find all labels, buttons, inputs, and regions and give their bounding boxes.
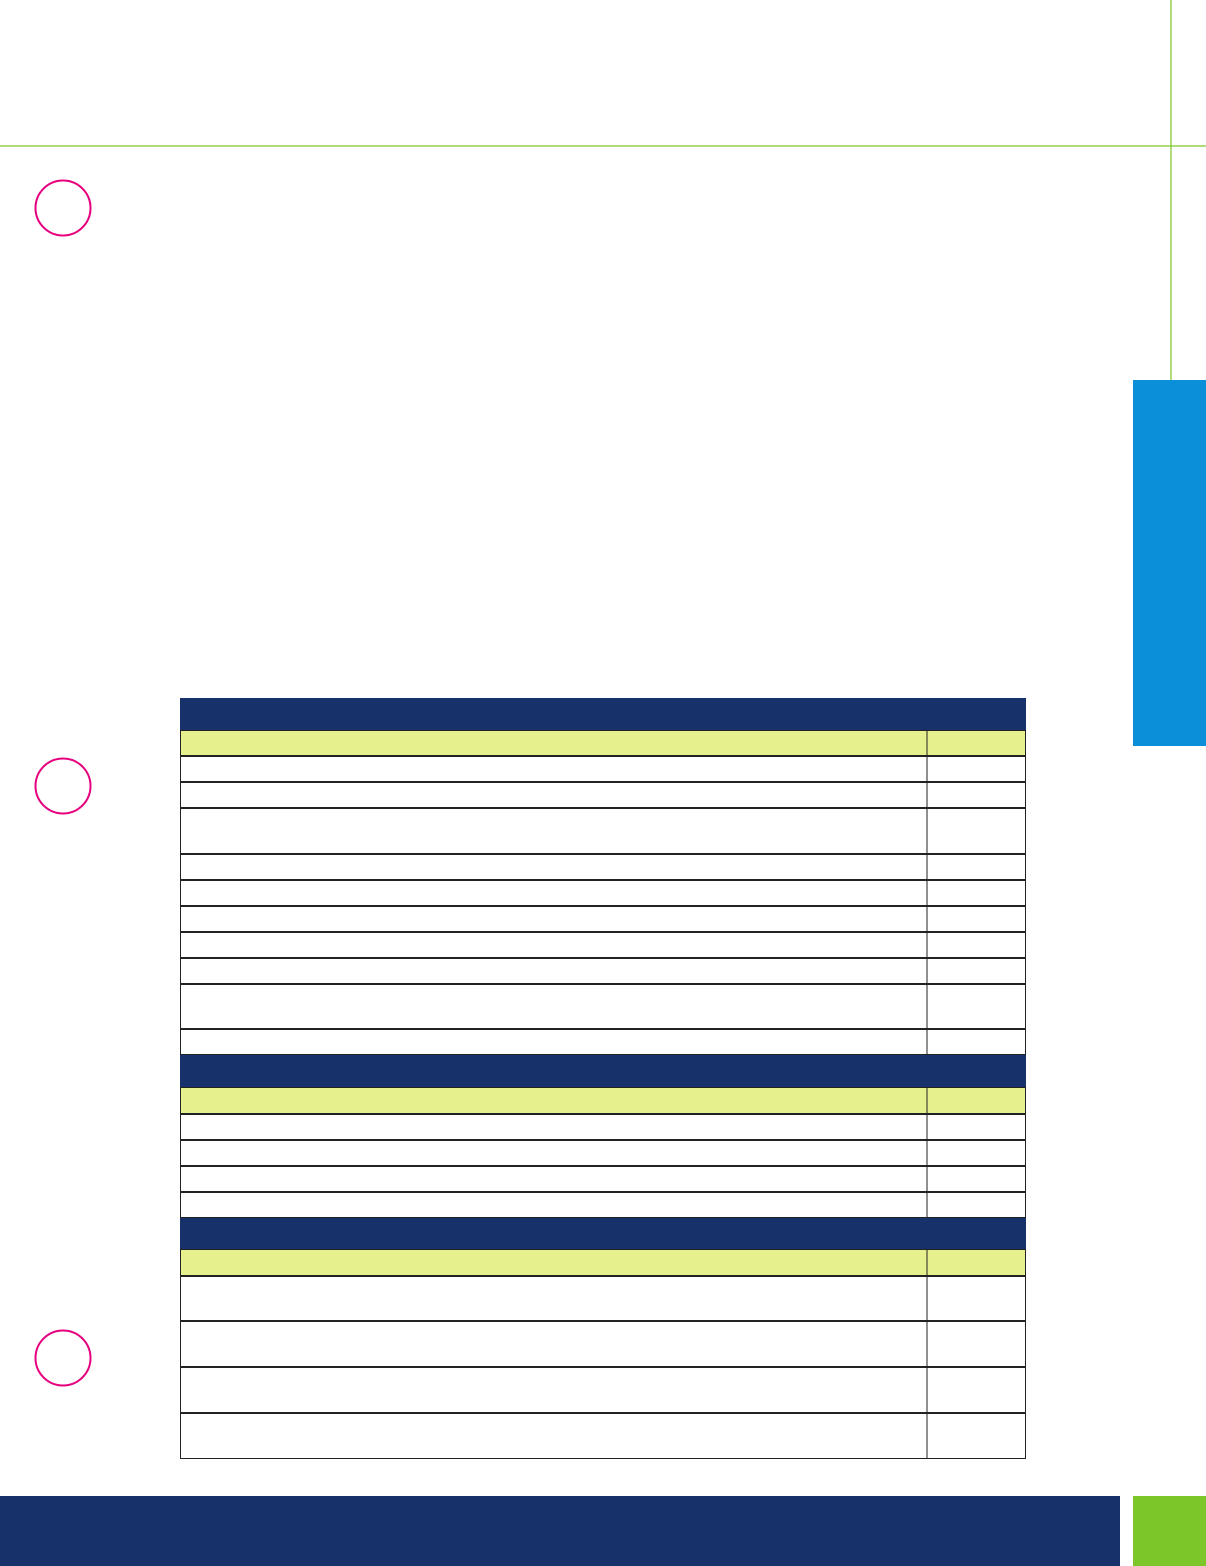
table-row bbox=[180, 854, 1026, 880]
table-row bbox=[180, 1140, 1026, 1166]
column-header-row bbox=[180, 1249, 1026, 1276]
section-header bbox=[180, 698, 1026, 730]
column-header-row bbox=[180, 730, 1026, 756]
footer-page-tab bbox=[1133, 1496, 1206, 1566]
hole-marker bbox=[34, 179, 92, 237]
table-row bbox=[180, 1166, 1026, 1192]
table-row bbox=[180, 1276, 1026, 1321]
table-row bbox=[180, 1029, 1026, 1055]
table-row bbox=[180, 1321, 1026, 1367]
table-row bbox=[180, 808, 1026, 854]
table-row bbox=[180, 782, 1026, 808]
table-row bbox=[180, 1114, 1026, 1140]
table-row bbox=[180, 958, 1026, 984]
table-row bbox=[180, 932, 1026, 958]
table-row bbox=[180, 1192, 1026, 1218]
section-header bbox=[180, 1218, 1026, 1249]
column-header-row bbox=[180, 1087, 1026, 1114]
table-row bbox=[180, 984, 1026, 1029]
table-row bbox=[180, 756, 1026, 782]
table-row bbox=[180, 906, 1026, 932]
section-header bbox=[180, 1055, 1026, 1087]
hole-marker bbox=[34, 1329, 92, 1387]
table-row bbox=[180, 1413, 1026, 1459]
footer-bar bbox=[0, 1496, 1120, 1566]
table-row bbox=[180, 1367, 1026, 1413]
table-row bbox=[180, 880, 1026, 906]
section-tab bbox=[1133, 380, 1206, 746]
checklist-table bbox=[180, 698, 1026, 1459]
hole-marker bbox=[34, 757, 92, 815]
